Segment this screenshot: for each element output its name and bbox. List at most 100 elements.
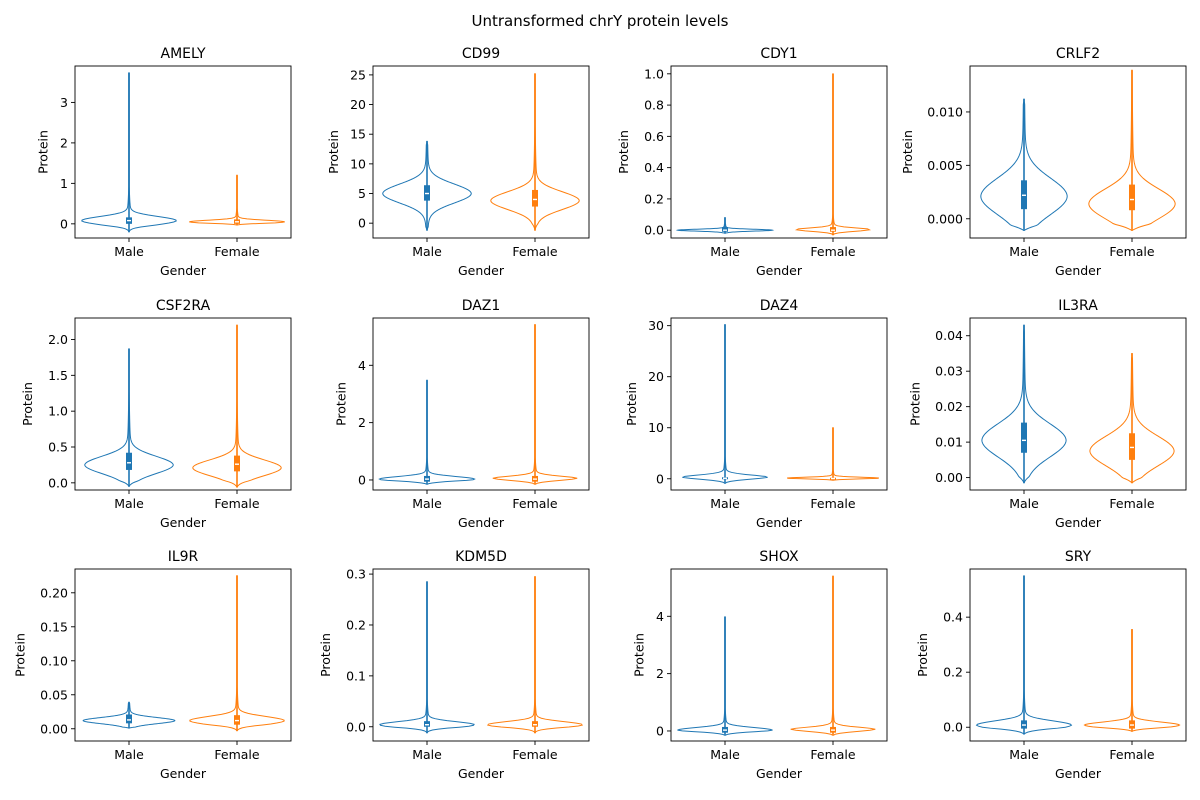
figure-suptitle: Untransformed chrY protein levels — [471, 12, 729, 30]
y-tick-label: 0.01 — [935, 435, 963, 450]
axes-frame — [74, 568, 292, 742]
subplot-shox: SHOX 0 2 4 Male Female Gender Protein — [631, 549, 888, 781]
y-tick-label: 1 — [60, 176, 68, 191]
violin-female — [1089, 352, 1175, 484]
y-tick-label: 0.2 — [943, 665, 963, 680]
iqr-box-female — [1129, 433, 1135, 460]
y-tick-label: 0.02 — [935, 399, 963, 414]
y-axis-label: Protein — [333, 382, 348, 426]
y-tick-label: 0 — [656, 723, 664, 738]
violin-male — [675, 217, 775, 234]
x-axis-label: Gender — [458, 263, 505, 278]
subplot-title: CD99 — [462, 46, 500, 62]
subplot-sry: SRY 0.0 0.2 0.4 Male Female Gender Protein — [915, 549, 1187, 781]
y-axis-label: Protein — [35, 130, 50, 174]
y-tick-label: 0 — [656, 471, 664, 486]
y-tick-label: 0 — [358, 472, 366, 487]
subplot-daz4: DAZ4 0 10 20 30 Male Female Gender Protein — [624, 298, 888, 530]
y-tick-label: 0.00 — [40, 721, 68, 736]
subplot-cdy1: CDY1 0.0 0.2 0.4 0.6 0.8 1.0 Male Female Gender Pr… — [616, 46, 888, 278]
y-axis-label: Protein — [631, 633, 646, 677]
violin-male — [981, 324, 1067, 484]
x-tick-label: Female — [512, 747, 558, 762]
y-tick-label: 0.0 — [943, 720, 963, 735]
y-tick-label: 20 — [648, 369, 664, 384]
y-tick-label: 1.0 — [644, 66, 664, 81]
x-tick-label: Female — [810, 496, 856, 511]
violin-female — [1088, 69, 1176, 232]
axes-frame — [670, 568, 888, 742]
y-tick-label: 0.04 — [935, 328, 963, 343]
y-tick-label: 25 — [350, 67, 366, 82]
y-tick-label: 20 — [350, 97, 366, 112]
x-tick-label: Female — [214, 244, 260, 259]
y-tick-label: 0.2 — [644, 191, 664, 206]
y-tick-label: 0.05 — [40, 687, 68, 702]
x-tick-label: Male — [412, 747, 442, 762]
y-tick-label: 1.0 — [48, 404, 68, 419]
x-axis-label: Gender — [160, 515, 207, 530]
y-tick-label: 0.6 — [644, 129, 664, 144]
y-tick-label: 0.010 — [927, 104, 963, 119]
y-tick-label: 0.0 — [644, 223, 664, 238]
y-tick-label: 4 — [656, 609, 664, 624]
y-tick-label: 2 — [60, 135, 68, 150]
x-tick-label: Male — [710, 747, 740, 762]
subplot-csf2ra: CSF2RA 0.0 0.5 1.0 1.5 2.0 Male Female Gender Pro… — [20, 298, 292, 530]
x-axis-label: Gender — [756, 515, 803, 530]
iqr-box-male — [126, 714, 132, 724]
axes-frame — [372, 568, 590, 742]
x-tick-label: Male — [114, 496, 144, 511]
y-tick-label: 2 — [358, 415, 366, 430]
y-tick-label: 5 — [358, 186, 366, 201]
x-tick-label: Female — [810, 747, 856, 762]
x-axis-label: Gender — [756, 263, 803, 278]
x-tick-label: Male — [1009, 244, 1039, 259]
iqr-box-female — [532, 189, 538, 207]
iqr-box-female — [1129, 184, 1135, 211]
y-tick-label: 0.5 — [48, 440, 68, 455]
y-tick-label: 0.0 — [346, 719, 366, 734]
x-tick-label: Male — [114, 244, 144, 259]
x-axis-label: Gender — [458, 766, 505, 781]
axes-frame — [670, 317, 888, 491]
y-tick-label: 4 — [358, 358, 366, 373]
x-tick-label: Male — [1009, 747, 1039, 762]
y-tick-label: 3 — [60, 95, 68, 110]
y-tick-label: 0.3 — [346, 567, 366, 582]
violin-male — [382, 140, 472, 231]
y-tick-label: 10 — [350, 156, 366, 171]
x-tick-label: Male — [114, 747, 144, 762]
y-tick-label: 0.4 — [644, 160, 664, 175]
x-tick-label: Female — [1109, 747, 1155, 762]
subplot-title: AMELY — [161, 46, 206, 62]
y-tick-label: 0.8 — [644, 98, 664, 113]
y-tick-label: 30 — [648, 318, 664, 333]
x-tick-label: Male — [1009, 496, 1039, 511]
subplot-title: IL9R — [168, 549, 199, 565]
iqr-box-female — [532, 721, 538, 727]
x-axis-label: Gender — [160, 263, 207, 278]
subplot-title: DAZ4 — [760, 298, 799, 314]
y-axis-label: Protein — [915, 633, 930, 677]
y-axis-label: Protein — [20, 382, 35, 426]
y-tick-label: 10 — [648, 420, 664, 435]
iqr-box-male — [424, 721, 430, 727]
x-tick-label: Female — [214, 747, 260, 762]
y-axis-label: Protein — [900, 130, 915, 174]
y-tick-label: 0.005 — [927, 158, 963, 173]
subplot-title: CRLF2 — [1056, 46, 1100, 62]
y-tick-label: 0.0 — [48, 475, 68, 490]
y-axis-label: Protein — [326, 130, 341, 174]
subplot-kdm5d: KDM5D 0.0 0.1 0.2 0.3 Male Female Gender Protein — [318, 549, 590, 781]
iqr-box-female — [234, 455, 240, 472]
axes-frame — [969, 317, 1187, 491]
x-axis-label: Gender — [1055, 766, 1102, 781]
x-axis-label: Gender — [756, 766, 803, 781]
iqr-box-male — [126, 452, 132, 470]
y-tick-label: 2.0 — [48, 332, 68, 347]
x-axis-label: Gender — [458, 515, 505, 530]
x-tick-label: Male — [412, 244, 442, 259]
y-tick-label: 0.000 — [927, 211, 963, 226]
